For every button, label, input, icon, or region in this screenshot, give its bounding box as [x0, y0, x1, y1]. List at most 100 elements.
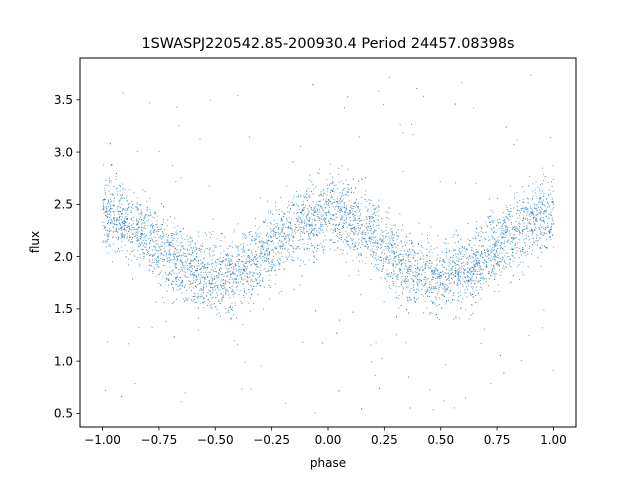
- data-point: [422, 268, 424, 270]
- data-point: [513, 207, 514, 209]
- data-point: [173, 250, 175, 252]
- data-point: [421, 247, 423, 249]
- data-point: [481, 289, 483, 290]
- data-point: [499, 245, 501, 247]
- data-point: [319, 204, 321, 206]
- data-point: [468, 318, 470, 320]
- data-point: [348, 244, 349, 246]
- data-point: [500, 275, 502, 277]
- data-point: [521, 250, 523, 252]
- data-point: [282, 225, 284, 226]
- data-point: [547, 226, 549, 228]
- data-point: [105, 214, 107, 216]
- data-point: [130, 211, 132, 213]
- data-point: [391, 237, 393, 239]
- data-point: [533, 207, 535, 209]
- data-point: [470, 282, 472, 284]
- data-point: [540, 246, 541, 248]
- data-point: [471, 261, 473, 263]
- data-point: [439, 261, 440, 263]
- data-point: [403, 250, 405, 252]
- data-point: [448, 300, 449, 302]
- data-point: [424, 301, 426, 303]
- data-point: [308, 187, 310, 189]
- data-point: [112, 194, 114, 195]
- data-point: [470, 314, 472, 316]
- data-point: [253, 261, 255, 263]
- data-point: [214, 285, 216, 287]
- data-point: [397, 244, 399, 246]
- data-point: [128, 225, 130, 227]
- data-point: [413, 255, 415, 257]
- data-point: [454, 241, 456, 243]
- data-point: [460, 252, 461, 254]
- data-point: [351, 208, 353, 210]
- data-point: [423, 255, 424, 257]
- data-point: [537, 212, 539, 214]
- data-point: [281, 231, 283, 233]
- data-point: [176, 284, 178, 286]
- data-point: [514, 225, 516, 227]
- data-point: [471, 255, 473, 257]
- data-point: [553, 223, 555, 225]
- data-point: [129, 236, 131, 238]
- data-point: [210, 276, 212, 278]
- data-point: [216, 308, 218, 310]
- data-point: [521, 254, 522, 256]
- data-point: [473, 268, 475, 270]
- data-point: [232, 289, 233, 291]
- data-point: [245, 237, 247, 239]
- data-point: [116, 208, 118, 210]
- data-point: [513, 256, 515, 258]
- data-point: [324, 212, 326, 214]
- data-point: [362, 238, 364, 240]
- data-point: [264, 253, 266, 255]
- data-point: [256, 266, 258, 268]
- data-point: [352, 242, 354, 244]
- data-point: [342, 199, 344, 201]
- data-point: [143, 240, 145, 242]
- data-point: [531, 232, 533, 234]
- data-point: [180, 242, 182, 244]
- data-point: [515, 221, 517, 223]
- data-point: [110, 204, 112, 206]
- data-point: [431, 251, 433, 253]
- data-point: [526, 208, 528, 210]
- data-point: [136, 231, 138, 233]
- data-point: [396, 251, 397, 253]
- data-point: [493, 250, 495, 251]
- data-point: [237, 94, 239, 96]
- data-point: [127, 240, 129, 242]
- data-point: [347, 224, 349, 226]
- data-point: [342, 215, 344, 217]
- data-point: [553, 246, 555, 248]
- data-point: [151, 223, 153, 225]
- data-point: [155, 250, 157, 252]
- data-point: [254, 240, 256, 241]
- data-point: [300, 146, 301, 147]
- data-point: [497, 241, 499, 243]
- data-point: [290, 222, 292, 224]
- data-point: [237, 269, 239, 271]
- data-point: [325, 223, 327, 225]
- data-point: [395, 255, 397, 257]
- data-point: [158, 245, 160, 247]
- data-point: [227, 269, 229, 271]
- data-point: [165, 321, 167, 322]
- data-point: [277, 227, 279, 228]
- data-point: [260, 257, 262, 259]
- data-point: [282, 245, 284, 247]
- data-point: [235, 279, 237, 281]
- data-point: [208, 252, 210, 254]
- data-point: [442, 284, 444, 286]
- data-point: [314, 256, 315, 258]
- data-point: [296, 218, 298, 220]
- data-point: [181, 285, 183, 287]
- data-point: [155, 262, 157, 264]
- data-point: [373, 242, 375, 244]
- data-point: [326, 200, 328, 202]
- data-point: [361, 231, 363, 233]
- data-point: [258, 226, 260, 228]
- data-point: [503, 221, 505, 223]
- data-point: [157, 264, 159, 266]
